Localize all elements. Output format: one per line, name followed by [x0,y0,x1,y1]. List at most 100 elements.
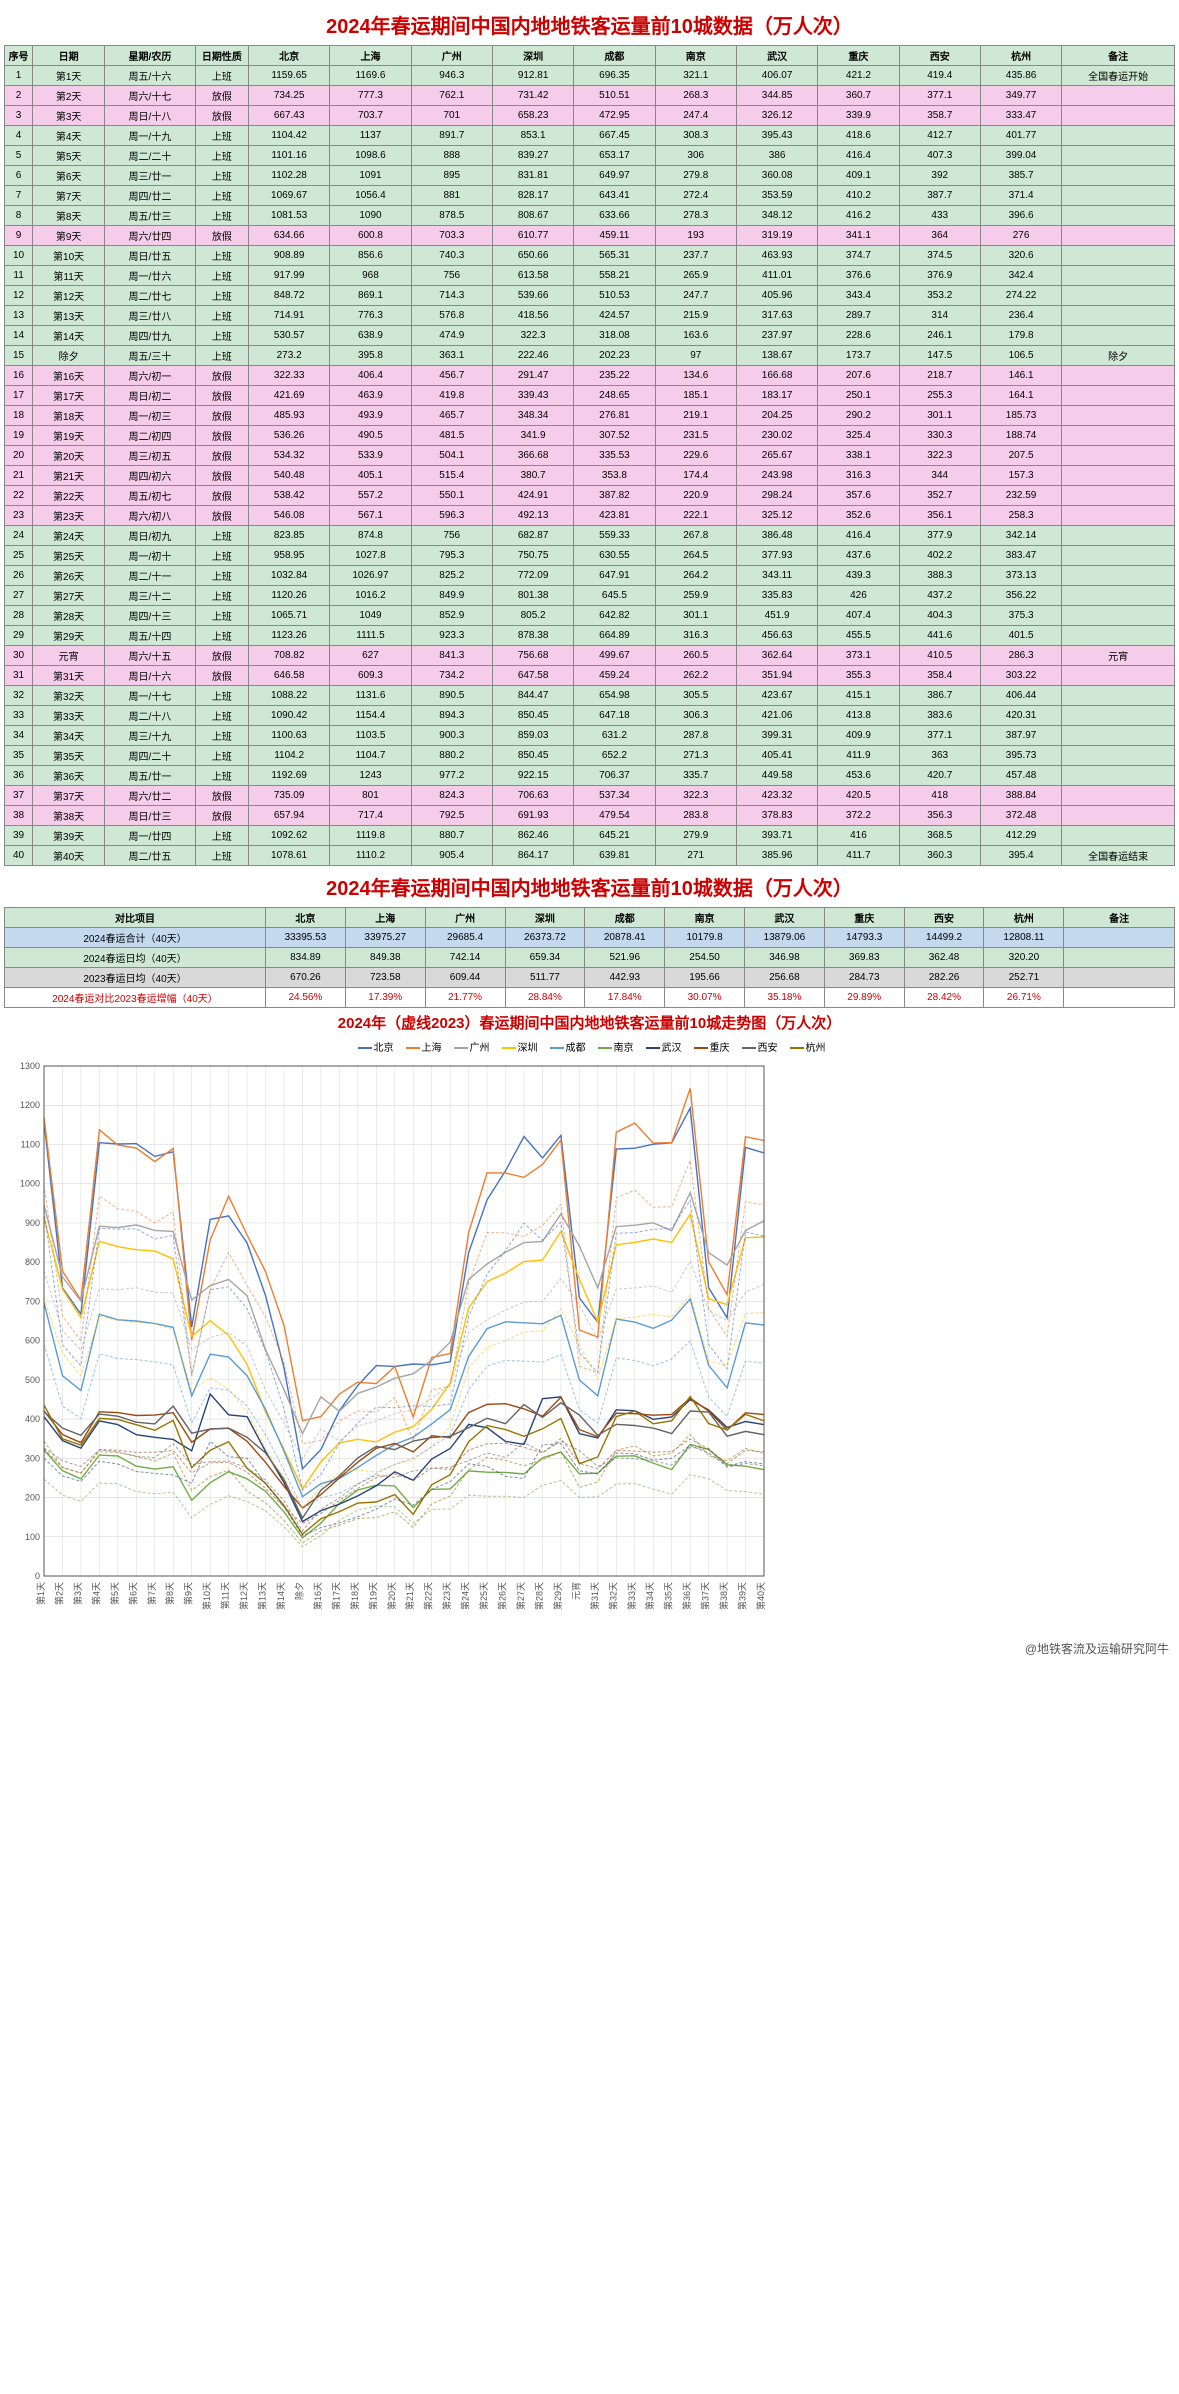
legend-item: 广州 [450,1043,490,1054]
svg-text:第5天: 第5天 [109,1582,120,1605]
svg-text:第6天: 第6天 [127,1582,138,1605]
table-row: 11第11天周一/廿六上班917.99968756613.58558.21265… [5,266,1175,286]
table-row: 26第26天周二/十一上班1032.841026.97825.2772.0964… [5,566,1175,586]
svg-text:第17天: 第17天 [330,1582,341,1610]
svg-text:第37天: 第37天 [700,1582,711,1610]
svg-text:第35天: 第35天 [663,1582,674,1610]
svg-text:第27天: 第27天 [515,1582,526,1610]
table-row: 12第12天周二/廿七上班848.72869.1714.3539.66510.5… [5,286,1175,306]
svg-text:第23天: 第23天 [441,1582,452,1610]
svg-text:第26天: 第26天 [497,1582,508,1610]
svg-text:第25天: 第25天 [478,1582,489,1610]
table-row: 30元宵周六/十五放假708.82627841.3756.68499.67260… [5,646,1175,666]
svg-text:700: 700 [25,1296,40,1306]
svg-text:300: 300 [25,1453,40,1463]
legend-item: 深圳 [498,1043,538,1054]
table-row: 21第21天周四/初六放假540.48405.1515.4380.7353.81… [5,466,1175,486]
main-title: 2024年春运期间中国内地地铁客运量前10城数据（万人次） [4,4,1175,45]
svg-text:第36天: 第36天 [681,1582,692,1610]
table-row: 34第34天周三/十九上班1100.631103.5900.3859.03631… [5,726,1175,746]
table-row: 16第16天周六/初一放假322.33406.4456.7291.47235.2… [5,366,1175,386]
legend-item: 上海 [402,1043,442,1054]
svg-text:第13天: 第13天 [257,1582,268,1610]
table-row: 1第1天周五/十六上班1159.651169.6946.3912.81696.3… [5,66,1175,86]
col-header: 杭州 [980,46,1061,66]
col-header: 西安 [899,46,980,66]
table-row: 36第36天周五/廿一上班1192.691243977.2922.15706.3… [5,766,1175,786]
svg-text:1200: 1200 [20,1100,40,1110]
svg-text:第19天: 第19天 [367,1582,378,1610]
svg-text:第21天: 第21天 [404,1582,415,1610]
legend-item: 杭州 [786,1043,826,1054]
data-table: 序号日期星期/农历日期性质北京上海广州深圳成都南京武汉重庆西安杭州备注 1第1天… [4,45,1175,866]
table-row: 39第39天周一/廿四上班1092.621119.8880.7862.46645… [5,826,1175,846]
svg-text:第1天: 第1天 [35,1582,46,1605]
table-row: 24第24天周日/初九上班823.85874.8756682.87559.332… [5,526,1175,546]
col-header: 南京 [655,46,736,66]
col-header: 武汉 [736,46,817,66]
svg-text:100: 100 [25,1532,40,1542]
table-row: 13第13天周三/廿八上班714.91776.3576.8418.56424.5… [5,306,1175,326]
svg-text:第9天: 第9天 [183,1582,194,1605]
svg-text:除夕: 除夕 [293,1582,304,1600]
svg-text:第16天: 第16天 [312,1582,323,1610]
legend-item: 西安 [738,1043,778,1054]
svg-text:200: 200 [25,1493,40,1503]
table-row: 2第2天周六/十七放假734.25777.3762.1731.42510.512… [5,86,1175,106]
svg-text:第8天: 第8天 [164,1582,175,1605]
col-header: 日期性质 [195,46,248,66]
col-header: 重庆 [818,46,899,66]
table-row: 18第18天周一/初三放假485.93493.9465.7348.34276.8… [5,406,1175,426]
svg-text:第32天: 第32天 [607,1582,618,1610]
header-row: 序号日期星期/农历日期性质北京上海广州深圳成都南京武汉重庆西安杭州备注 [5,46,1175,66]
table-row: 29第29天周五/十四上班1123.261111.5923.3878.38664… [5,626,1175,646]
svg-text:0: 0 [35,1571,40,1581]
svg-text:第4天: 第4天 [90,1582,101,1605]
svg-text:第10天: 第10天 [201,1582,212,1610]
svg-text:第28天: 第28天 [533,1582,544,1610]
table-row: 33第33天周二/十八上班1090.421154.4894.3850.45647… [5,706,1175,726]
table-row: 15除夕周五/三十上班273.2395.8363.1222.46202.2397… [5,346,1175,366]
credit: @地铁客流及运输研究阿牛 [4,1636,1175,1657]
svg-text:1100: 1100 [21,1139,40,1149]
legend-item: 北京 [354,1043,394,1054]
legend-item: 南京 [594,1043,634,1054]
table-row: 19第19天周二/初四放假536.26490.5481.5341.9307.52… [5,426,1175,446]
table-row: 3第3天周日/十八放假667.43703.7701658.23472.95247… [5,106,1175,126]
svg-text:第33天: 第33天 [626,1582,637,1610]
col-header: 星期/农历 [105,46,196,66]
svg-text:第38天: 第38天 [718,1582,729,1610]
svg-text:第34天: 第34天 [644,1582,655,1610]
svg-text:1300: 1300 [20,1061,40,1071]
svg-text:800: 800 [25,1257,40,1267]
svg-text:400: 400 [25,1414,40,1424]
summary-title: 2024年春运期间中国内地地铁客运量前10城数据（万人次） [4,866,1175,907]
table-row: 32第32天周一/十七上班1088.221131.6890.5844.47654… [5,686,1175,706]
col-header: 日期 [33,46,105,66]
line-chart: 0100200300400500600700800900100011001200… [4,1056,1175,1636]
col-header: 成都 [574,46,655,66]
col-header: 备注 [1062,46,1175,66]
table-row: 7第7天周四/廿二上班1069.671056.4881828.17643.412… [5,186,1175,206]
svg-text:第3天: 第3天 [72,1582,83,1605]
svg-text:1000: 1000 [20,1179,40,1189]
summary-row: 2023春运日均（40天）670.26723.58609.44511.77442… [5,968,1175,988]
svg-text:第24天: 第24天 [460,1582,471,1610]
svg-text:第31天: 第31天 [589,1582,600,1610]
table-row: 37第37天周六/廿二放假735.09801824.3706.63537.343… [5,786,1175,806]
svg-text:第11天: 第11天 [220,1582,231,1609]
svg-text:500: 500 [25,1375,40,1385]
summary-table: 对比项目北京上海广州深圳成都南京武汉重庆西安杭州备注 2024春运合计（40天）… [4,907,1175,1008]
col-header: 北京 [248,46,329,66]
table-row: 8第8天周五/廿三上班1081.531090878.5808.67633.662… [5,206,1175,226]
summary-row: 2024春运对比2023春运增幅（40天）24.56%17.39%21.77%2… [5,988,1175,1008]
svg-text:第29天: 第29天 [552,1582,563,1610]
table-row: 38第38天周日/廿三放假657.94717.4792.5691.93479.5… [5,806,1175,826]
legend-item: 武汉 [642,1043,682,1054]
legend-item: 重庆 [690,1043,730,1054]
svg-text:第20天: 第20天 [386,1582,397,1610]
svg-text:900: 900 [25,1218,40,1228]
chart-legend: 北京上海广州深圳成都南京武汉重庆西安杭州 [4,1037,1175,1056]
summary-header-row: 对比项目北京上海广州深圳成都南京武汉重庆西安杭州备注 [5,908,1175,928]
svg-text:第18天: 第18天 [349,1582,360,1610]
